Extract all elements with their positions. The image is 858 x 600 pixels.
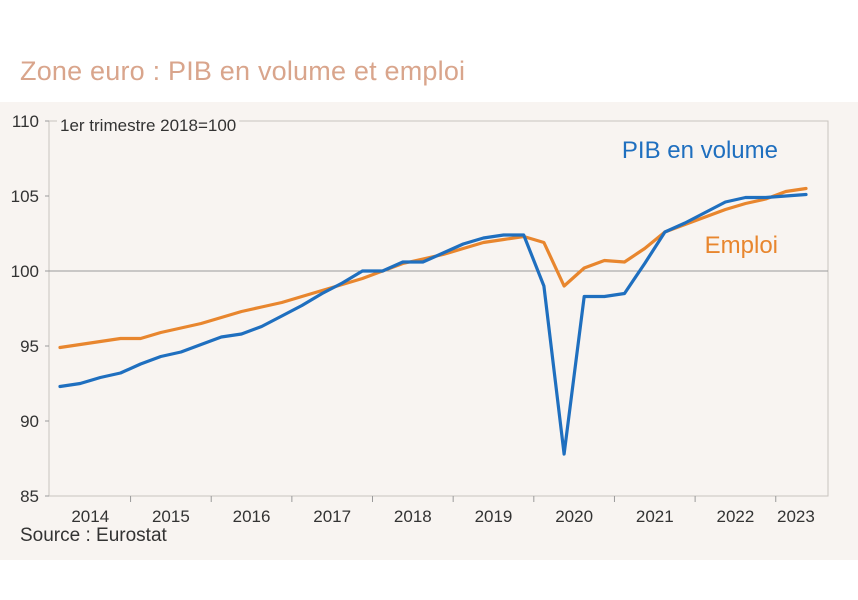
x-tick-label: 2020 <box>555 507 593 526</box>
chart-panel <box>0 102 858 560</box>
source-note: Source : Eurostat <box>20 525 167 546</box>
chart-title: Zone euro : PIB en volume et emploi <box>20 56 466 86</box>
x-tick-label: 2021 <box>636 507 674 526</box>
y-tick-label: 105 <box>11 187 39 206</box>
series-line-pib <box>58 192 808 456</box>
x-tick-label: 2016 <box>233 507 271 526</box>
series-label-emploi: Emploi <box>705 232 778 259</box>
y-tick-label: 95 <box>20 337 39 356</box>
x-tick-label: 2015 <box>152 507 190 526</box>
x-tick-label: 2019 <box>475 507 513 526</box>
x-tick-label: 2014 <box>71 507 109 526</box>
y-tick-label: 100 <box>11 262 39 281</box>
x-tick-label: 2023 <box>777 507 815 526</box>
x-tick-label: 2018 <box>394 507 432 526</box>
x-tick-label: 2017 <box>313 507 351 526</box>
plot-frame <box>48 120 829 497</box>
x-tick-label: 2022 <box>717 507 755 526</box>
unit-label: 1er trimestre 2018=100 <box>60 116 236 135</box>
series-label-pib: PIB en volume <box>622 137 778 164</box>
y-tick-label: 110 <box>12 112 39 131</box>
series-line-emploi <box>58 186 808 350</box>
y-tick-label: 90 <box>20 412 39 431</box>
unit-label-bg <box>57 116 240 135</box>
y-tick-label: 85 <box>20 487 39 506</box>
